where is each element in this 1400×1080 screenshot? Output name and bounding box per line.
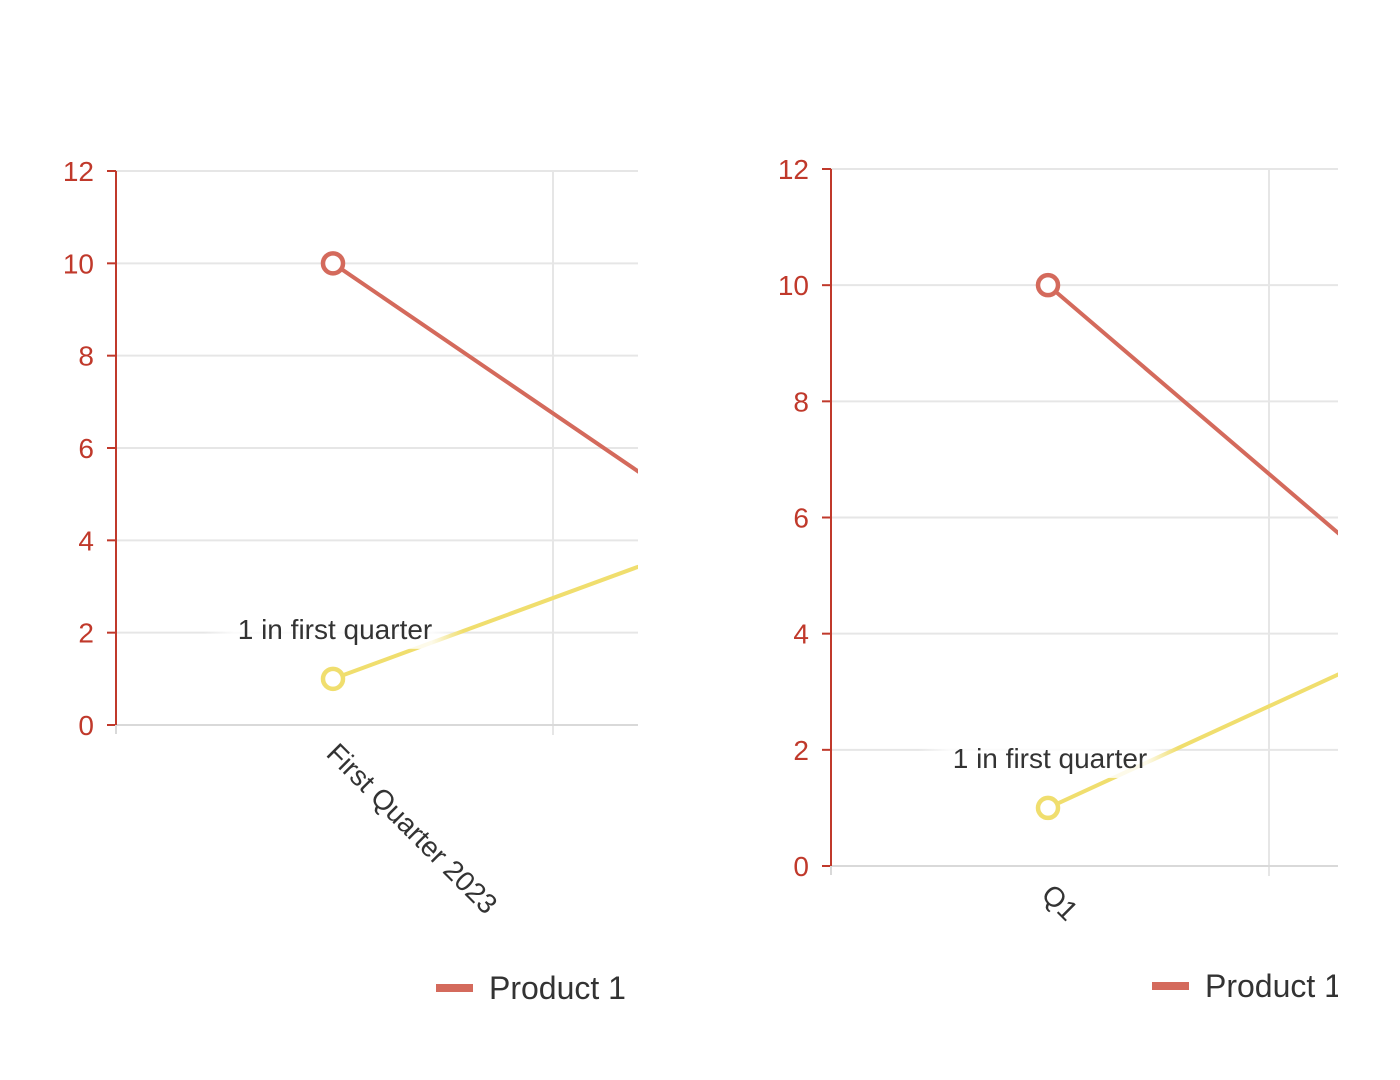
- y-tick-label: 2: [78, 618, 94, 649]
- legend: Product 1: [436, 970, 626, 1006]
- y-tick-label: 4: [78, 525, 94, 556]
- series-line-1: [1046, 283, 1338, 536]
- series-layer: [1046, 283, 1338, 810]
- y-tick-label: 8: [793, 386, 809, 417]
- series-point-1[interactable]: [1035, 272, 1061, 298]
- legend-item-label[interactable]: Product 1: [1205, 968, 1342, 1004]
- series-line-2: [331, 564, 638, 681]
- series-point-1[interactable]: [320, 251, 346, 276]
- legend-swatch[interactable]: [1152, 982, 1189, 990]
- y-tick-label: 10: [778, 270, 809, 301]
- series-point-2[interactable]: [320, 666, 346, 692]
- y-tick-label: 6: [793, 503, 809, 534]
- legend: Product 1: [1152, 968, 1342, 1004]
- y-tick-label: 6: [78, 433, 94, 464]
- x-category-label: First Quarter 2023: [321, 737, 504, 920]
- legend-item-label[interactable]: Product 1: [489, 970, 626, 1006]
- annotation-label: 1 in first quarter: [953, 743, 1148, 774]
- y-tick-label: 12: [63, 156, 94, 187]
- y-tick-label: 10: [63, 248, 94, 279]
- y-tick-label: 12: [778, 154, 809, 185]
- legend-swatch[interactable]: [436, 984, 473, 992]
- y-tick-label: 0: [78, 710, 94, 741]
- chart-panel-right: 0 2 4 6 8 10 12 1 in first quarter Q1 Product 1: [778, 154, 1342, 1004]
- annotation-backdrop: [203, 608, 463, 649]
- chart-panel-left: 0 2 4 6 8 10 12 1 in first quarter First Quarter…: [63, 156, 638, 1006]
- annotation-label: 1 in first quarter: [238, 614, 433, 645]
- y-tick-label: 8: [78, 341, 94, 372]
- x-category-label: Q1: [1036, 878, 1084, 926]
- series-point-2[interactable]: [1035, 795, 1061, 821]
- annotation-backdrop: [918, 737, 1178, 778]
- y-tick-label: 0: [793, 851, 809, 882]
- series-layer: [331, 261, 638, 681]
- y-tick-label: 4: [793, 619, 809, 650]
- series-line-1: [331, 261, 638, 474]
- y-tick-label: 2: [793, 735, 809, 766]
